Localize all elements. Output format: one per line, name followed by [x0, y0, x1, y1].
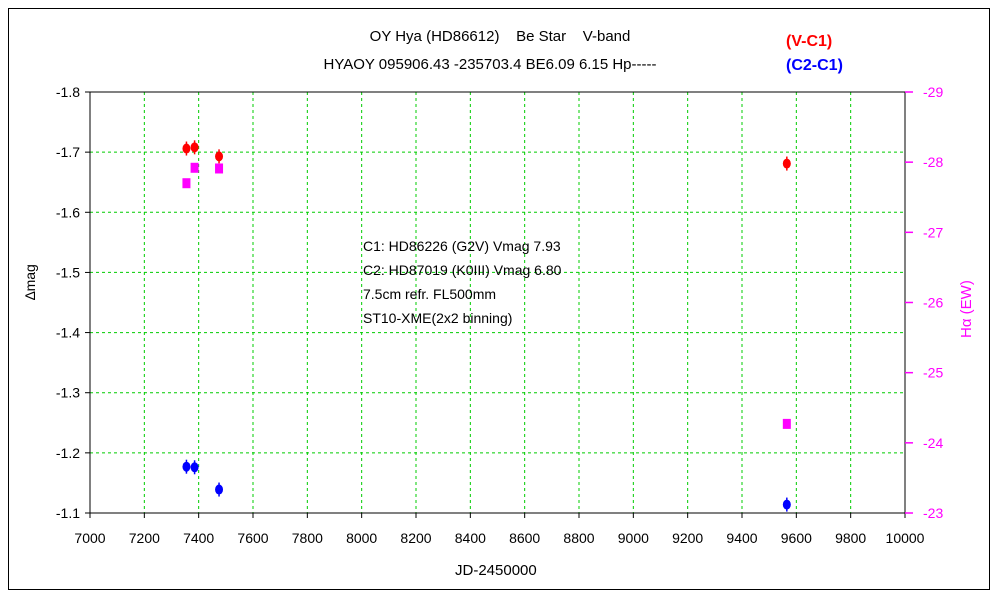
v-c1-point: [182, 144, 190, 154]
v-c1-point: [191, 142, 199, 152]
y2-tick-label: -25: [923, 365, 943, 381]
x-tick-label: 7800: [292, 530, 323, 546]
c2-c1-point: [783, 500, 791, 510]
ha-ew-point: [191, 163, 199, 173]
y-tick-label: -1.8: [56, 84, 80, 100]
x-tick-label: 8400: [455, 530, 486, 546]
x-tick-label: 8000: [346, 530, 377, 546]
annotation-camera: ST10-XME(2x2 binning): [363, 306, 561, 330]
annotation-telescope: 7.5cm refr. FL500mm: [363, 282, 561, 306]
x-tick-label: 9000: [618, 530, 649, 546]
annotation-c2: C2: HD87019 (K0III) Vmag 6.80: [363, 258, 561, 282]
x-tick-label: 10000: [886, 530, 925, 546]
x-tick-label: 7400: [183, 530, 214, 546]
y-tick-label: -1.5: [56, 264, 80, 280]
y2-tick-label: -26: [923, 295, 943, 311]
y-tick-label: -1.7: [56, 144, 80, 160]
y-tick-label: -1.6: [56, 204, 80, 220]
x-tick-label: 9200: [672, 530, 703, 546]
x-tick-label: 7000: [74, 530, 105, 546]
x-axis-label: JD-2450000: [455, 562, 537, 579]
y-tick-label: -1.1: [56, 505, 80, 521]
x-tick-label: 8200: [400, 530, 431, 546]
c2-c1-point: [215, 485, 223, 495]
v-c1-point: [783, 159, 791, 169]
y2-tick-label: -29: [923, 84, 943, 100]
y-tick-label: -1.2: [56, 445, 80, 461]
x-tick-label: 8600: [509, 530, 540, 546]
x-tick-label: 8800: [563, 530, 594, 546]
ha-ew-point: [215, 163, 223, 173]
y-tick-label: -1.4: [56, 325, 80, 341]
annotation-c1: C1: HD86226 (G2V) Vmag 7.93: [363, 234, 561, 258]
y-axis-label: ∆mag: [22, 264, 38, 300]
y2-tick-label: -24: [923, 435, 943, 451]
x-tick-label: 9800: [835, 530, 866, 546]
y2-axis-label: Hα (EW): [958, 280, 975, 338]
c2-c1-point: [191, 462, 199, 472]
x-tick-label: 9400: [726, 530, 757, 546]
y-tick-label: -1.3: [56, 385, 80, 401]
v-c1-point: [215, 151, 223, 161]
c2-c1-point: [182, 462, 190, 472]
ha-ew-point: [182, 178, 190, 188]
x-tick-label: 7600: [237, 530, 268, 546]
y2-tick-label: -23: [923, 505, 943, 521]
annotation-block: C1: HD86226 (G2V) Vmag 7.93 C2: HD87019 …: [363, 234, 561, 330]
ha-ew-point: [783, 419, 791, 429]
x-tick-label: 9600: [781, 530, 812, 546]
x-tick-label: 7200: [129, 530, 160, 546]
y2-tick-label: -28: [923, 154, 943, 170]
y2-tick-label: -27: [923, 224, 943, 240]
